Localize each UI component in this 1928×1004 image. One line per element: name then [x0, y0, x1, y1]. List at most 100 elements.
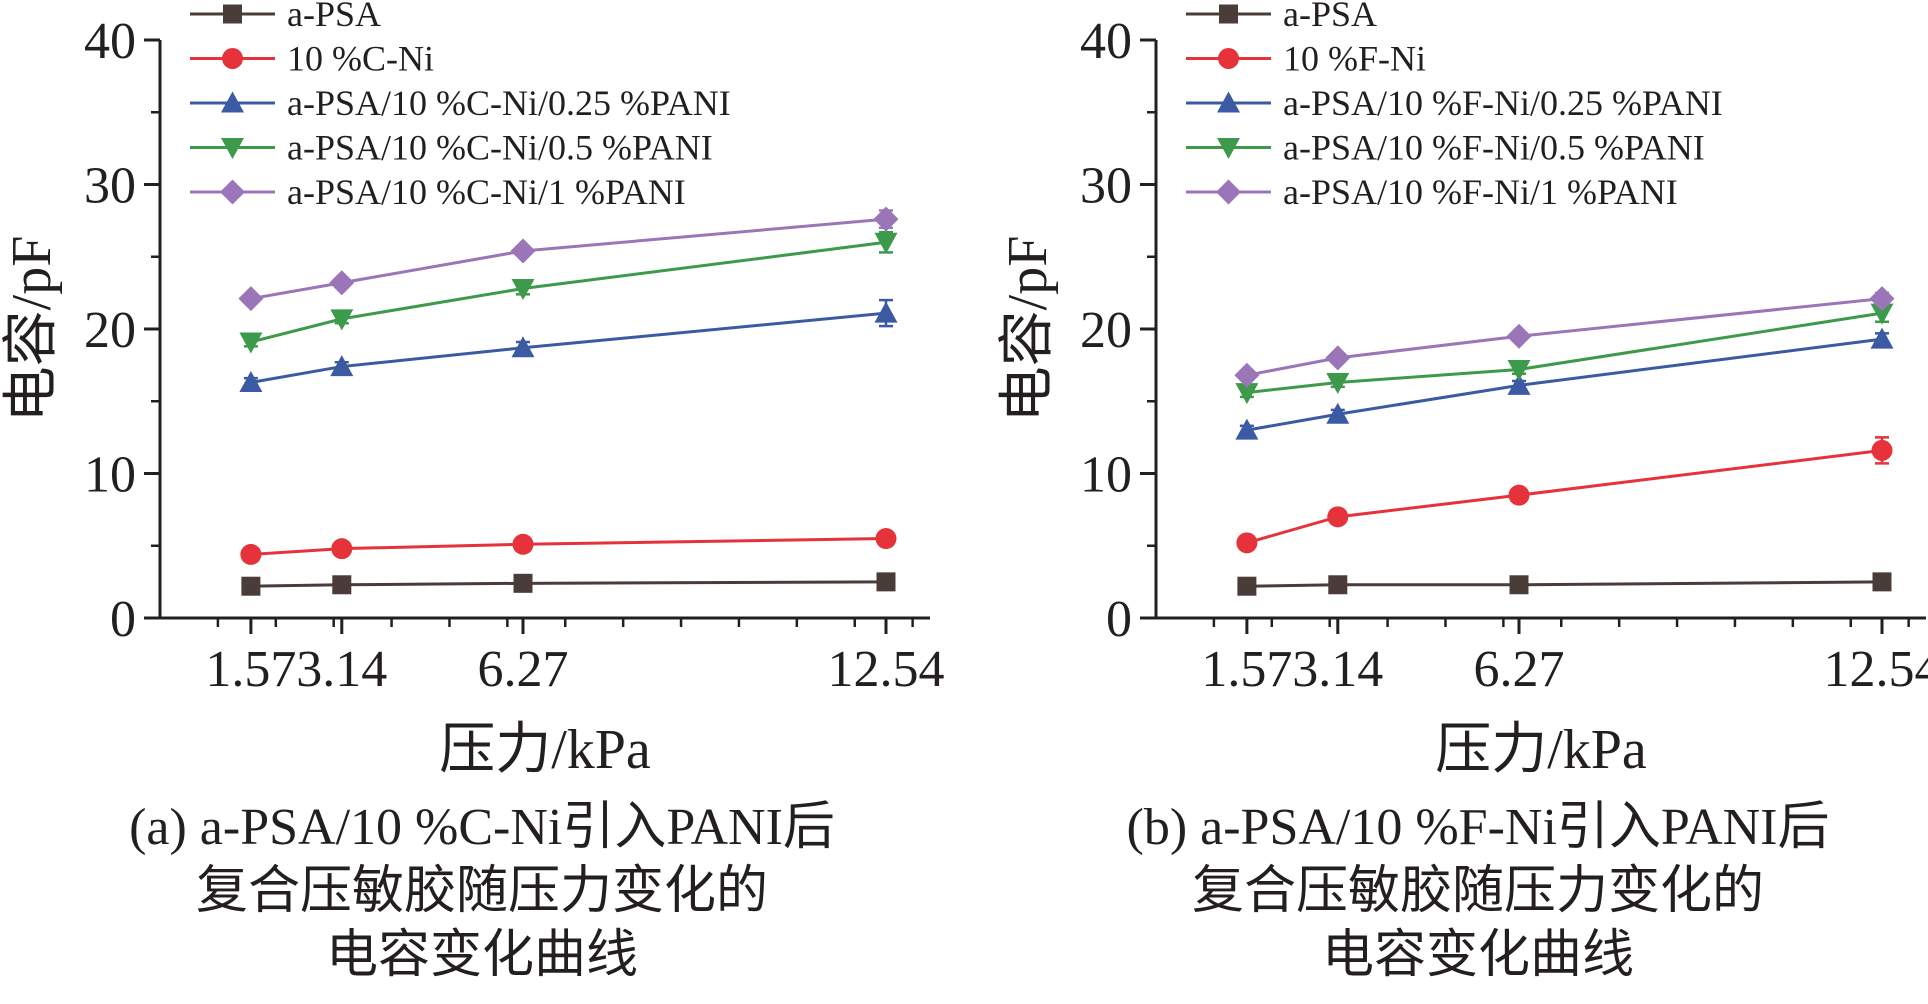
legend-label: a-PSA/10 %F-Ni/0.5 %PANI — [1283, 128, 1705, 168]
data-point — [876, 572, 896, 592]
legend: a-PSA 10 %F-Nia-PSA/10 %F-Ni/0.25 %PANI a-… — [1186, 0, 1723, 212]
legend-item: a-PSA/10 %F-Ni/1 %PANI — [1186, 172, 1678, 212]
legend-marker — [1218, 48, 1239, 69]
data-point — [512, 533, 534, 555]
legend-marker — [223, 4, 242, 24]
legend-marker — [1216, 179, 1241, 205]
data-point — [875, 528, 897, 550]
legend-label: a-PSA/10 %F-Ni/0.25 %PANI — [1283, 83, 1723, 123]
y-tick-label: 30 — [1080, 158, 1132, 215]
caption-line: 复合压敏胶随压力变化的 — [1191, 863, 1764, 920]
caption-line: (b) a-PSA/10 %F-Ni引入PANI后 — [1126, 799, 1830, 856]
y-tick-label: 40 — [84, 13, 136, 70]
data-point — [1328, 575, 1348, 595]
data-point — [1507, 359, 1531, 381]
series-3 — [1235, 327, 1894, 440]
data-point — [239, 370, 263, 392]
x-axis-label: 压力/kPa — [1435, 719, 1647, 781]
legend-marker — [1217, 138, 1240, 159]
legend-item: a-PSA/10 %F-Ni/0.5 %PANI — [1186, 128, 1705, 168]
series-4 — [239, 230, 898, 354]
y-axis-label: 电容/pF — [997, 236, 1059, 423]
series-1 — [1237, 572, 1892, 596]
caption-line: (a) a-PSA/10 %C-Ni引入PANI后 — [129, 799, 835, 856]
data-point — [1871, 439, 1893, 461]
series-line — [1246, 337, 1883, 432]
legend-label: 10 %C-Ni — [287, 39, 434, 79]
caption-line: 电容变化曲线 — [1321, 927, 1634, 984]
y-tick-label: 40 — [1080, 13, 1132, 70]
legend-marker — [1217, 91, 1240, 113]
y-tick-label: 20 — [84, 302, 136, 359]
y-tick-label: 0 — [110, 591, 136, 648]
data-point — [513, 573, 533, 593]
y-axis-label: 电容/pF — [1, 236, 63, 423]
data-point — [511, 279, 535, 301]
legend-label: a-PSA/10 %C-Ni/0.5 %PANI — [287, 128, 713, 168]
series-1 — [241, 572, 896, 596]
chart-caption-b: (b) a-PSA/10 %F-Ni引入PANI后 复合压敏胶随压力变化的 电容… — [996, 796, 1928, 988]
data-point — [238, 286, 264, 312]
y-tick-label: 30 — [84, 158, 136, 215]
series-line — [1246, 311, 1883, 395]
x-tick-label: 6.27 — [478, 641, 569, 698]
data-point — [1326, 402, 1350, 424]
data-point — [1237, 576, 1257, 596]
data-point — [1870, 327, 1894, 349]
data-point — [1236, 532, 1258, 554]
data-point — [330, 355, 354, 377]
legend-label: a-PSA/10 %C-Ni/0.25 %PANI — [287, 83, 731, 123]
caption-line: 电容变化曲线 — [325, 927, 638, 984]
data-point — [873, 206, 899, 232]
series-5 — [238, 206, 899, 312]
legend-label: a-PSA/10 %C-Ni/1 %PANI — [287, 172, 686, 212]
chart-caption-a: (a) a-PSA/10 %C-Ni引入PANI后 复合压敏胶随压力变化的 电容… — [0, 796, 964, 988]
data-point — [1325, 345, 1351, 371]
legend-marker — [222, 48, 243, 69]
data-point — [1872, 572, 1892, 592]
legend-label: a-PSA — [1283, 0, 1377, 34]
legend-item: a-PSA/10 %C-Ni/0.25 %PANI — [190, 83, 731, 123]
data-point — [330, 309, 354, 331]
x-tick-label: 3.14 — [1292, 641, 1383, 698]
data-point — [874, 301, 898, 323]
x-tick-label: 1.57 — [205, 641, 296, 698]
data-point — [1235, 418, 1259, 440]
series-line — [250, 311, 887, 384]
legend-item: a-PSA/10 %F-Ni/0.25 %PANI — [1186, 83, 1723, 123]
series-line — [1246, 448, 1883, 545]
legend-item: 10 %C-Ni — [190, 39, 434, 79]
x-tick-label: 6.27 — [1474, 641, 1565, 698]
data-point — [1507, 373, 1531, 395]
series-2 — [240, 528, 897, 565]
x-tick-label: 12.54 — [1824, 641, 1928, 698]
data-point — [1509, 575, 1529, 595]
data-point — [332, 575, 352, 595]
legend-marker — [1219, 4, 1238, 24]
y-tick-label: 10 — [1080, 447, 1132, 504]
chart-panel-b: 0 10 20 30 40 1.57 3.14 6.27 12.54 压力/kPa 电容/pF a-P… — [996, 0, 1928, 1004]
data-point — [1235, 383, 1259, 405]
y-tick-label: 20 — [1080, 302, 1132, 359]
series-line — [250, 580, 887, 588]
data-point — [1234, 362, 1260, 388]
series-2 — [1236, 436, 1893, 554]
data-point — [1869, 286, 1895, 312]
legend-item: a-PSA — [1186, 0, 1377, 34]
data-point — [1327, 506, 1349, 528]
y-tick-label: 10 — [84, 447, 136, 504]
legend-label: 10 %F-Ni — [1283, 39, 1426, 79]
caption-line: 复合压敏胶随压力变化的 — [195, 863, 768, 920]
chart-b: 0 10 20 30 40 1.57 3.14 6.27 12.54 压力/kPa 电容/pF a-P… — [997, 0, 1928, 781]
series-line — [250, 537, 887, 556]
data-point — [1508, 484, 1530, 506]
data-point — [874, 232, 898, 254]
legend: a-PSA 10 %C-Nia-PSA/10 %C-Ni/0.25 %PANI a-… — [190, 0, 731, 212]
data-point — [1870, 303, 1894, 325]
x-tick-label: 12.54 — [828, 641, 945, 698]
data-point — [329, 270, 355, 296]
legend-item: a-PSA/10 %C-Ni/0.5 %PANI — [190, 128, 713, 168]
legend-marker — [220, 179, 245, 205]
legend-marker — [221, 138, 244, 159]
legend-item: a-PSA/10 %C-Ni/1 %PANI — [190, 172, 686, 212]
